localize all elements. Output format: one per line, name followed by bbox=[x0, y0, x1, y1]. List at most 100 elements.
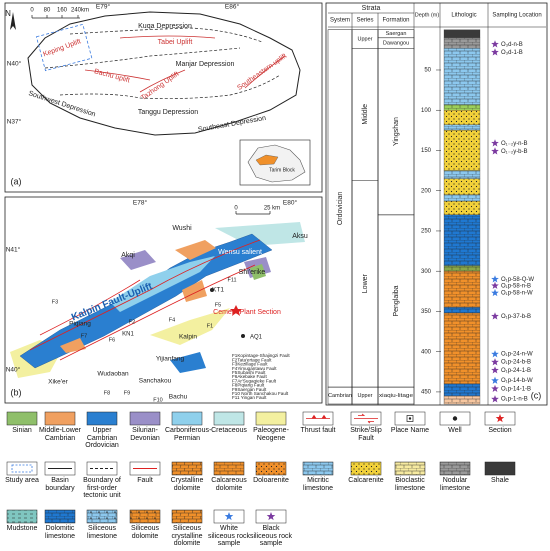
legend-pattern bbox=[395, 462, 425, 475]
strata-label: Middle bbox=[362, 104, 369, 125]
strata-label: Dawangou bbox=[383, 40, 409, 46]
depth-tick-label: 250 bbox=[421, 229, 432, 235]
legend-swatch bbox=[255, 411, 287, 426]
strata-label: Upper bbox=[358, 393, 373, 399]
legend-pattern bbox=[303, 462, 333, 475]
legend-label: Silurian-Devonian bbox=[130, 427, 160, 442]
legend-label: Calcarenite bbox=[348, 477, 384, 484]
sample-label: O₃d-n-B bbox=[501, 42, 523, 48]
panel-label: (c) bbox=[531, 390, 542, 400]
sample-star bbox=[491, 376, 499, 384]
sample-label: O₃d-1-B bbox=[501, 50, 523, 56]
scale-label: 80 bbox=[44, 8, 51, 14]
coord-label: E80° bbox=[283, 199, 298, 207]
strata-label: Upper bbox=[358, 36, 373, 42]
inset-outline bbox=[247, 144, 306, 183]
sample-star bbox=[491, 384, 499, 392]
legend-label: White siliceous rock sample bbox=[207, 525, 250, 547]
place-label: Xike'er bbox=[48, 379, 69, 386]
legend-label: Crystalline dolomite bbox=[170, 477, 204, 492]
litho-pattern bbox=[444, 313, 480, 384]
header: Series bbox=[356, 18, 373, 24]
unit-boundary bbox=[69, 27, 263, 43]
scale-label: 160 bbox=[57, 8, 68, 14]
fault-legend: F10 North Sanchakou Fault bbox=[232, 391, 289, 396]
legend-swatch bbox=[213, 411, 245, 426]
legend-label: Study area bbox=[5, 477, 39, 484]
coord-label: N41° bbox=[6, 246, 21, 254]
fault-label: F10 bbox=[153, 397, 162, 403]
legend-box bbox=[484, 411, 516, 426]
coord-label: E79° bbox=[96, 3, 111, 11]
inset-label: Tarim Block bbox=[269, 167, 295, 173]
legend-label: Place Name bbox=[390, 427, 430, 434]
sample-label: O₁p-58-n-W bbox=[501, 291, 533, 297]
geo-unit bbox=[170, 352, 206, 373]
geo-unit bbox=[250, 264, 266, 280]
coord-label: E86° bbox=[225, 3, 240, 11]
legend-label: Black siliceous rock sample bbox=[249, 525, 292, 547]
well bbox=[210, 288, 214, 292]
fault-legend: F5Subashi Fault bbox=[232, 370, 266, 375]
panel-a bbox=[4, 2, 323, 193]
sample-label: O₁p-58-n-B bbox=[501, 283, 531, 289]
place-label: Wudaoban bbox=[97, 371, 129, 378]
uplift-outline bbox=[84, 35, 286, 93]
legend-label: Sinian bbox=[12, 427, 32, 434]
strata-label: xiaqiu-litage bbox=[379, 393, 413, 399]
legend-thrust bbox=[306, 414, 330, 419]
legend-pattern bbox=[172, 462, 202, 475]
sample-label: O₁p-24-b-B bbox=[501, 360, 531, 366]
inset-tarim bbox=[255, 154, 279, 166]
legend-box bbox=[44, 461, 76, 476]
sample-star bbox=[491, 281, 499, 289]
litho-pattern bbox=[444, 130, 480, 171]
unit-label: Manjar Depression bbox=[176, 61, 235, 68]
legend-label: Mudstone bbox=[6, 525, 38, 532]
legend-label: Section bbox=[488, 427, 512, 434]
litho-layer bbox=[443, 29, 481, 38]
geo-unit bbox=[175, 240, 216, 260]
fault-label: F8 bbox=[104, 390, 110, 396]
litho-pattern bbox=[444, 395, 480, 404]
fault-label: F11 bbox=[227, 277, 236, 283]
legend-label: Fault bbox=[137, 477, 153, 484]
geo-unit bbox=[215, 222, 305, 246]
legend-box bbox=[6, 461, 38, 476]
fault-line bbox=[29, 239, 261, 361]
fault-label: F4 bbox=[169, 317, 175, 323]
legend-label: Strike/Slip Fault bbox=[350, 427, 382, 442]
litho-pattern bbox=[444, 124, 480, 131]
panel-frame bbox=[325, 2, 548, 406]
depth-tick-label: 100 bbox=[421, 108, 432, 114]
legend-pattern bbox=[256, 462, 286, 475]
sample-label: O₁p-24-n-W bbox=[501, 352, 533, 358]
scale-bar bbox=[235, 211, 271, 215]
legend-box bbox=[302, 411, 334, 426]
sample-star bbox=[491, 288, 499, 297]
strata-label: Yingshan bbox=[393, 117, 400, 146]
fault-legend: F8Piqiang Fault bbox=[232, 383, 265, 388]
sample-star bbox=[491, 350, 499, 358]
sample-label: O₁p-58-Q-W bbox=[501, 277, 534, 283]
legend-pattern bbox=[351, 462, 381, 475]
fault-label: F6 bbox=[109, 337, 115, 343]
strata-label: Saergan bbox=[386, 31, 407, 37]
header: Lithologic bbox=[451, 13, 476, 19]
litho-pattern bbox=[444, 104, 480, 111]
legend-label: Doloarenite bbox=[253, 477, 289, 484]
sample-label: O₁p-37-b-B bbox=[501, 314, 531, 320]
fault-legend: F4Yimugantawu Fault bbox=[232, 366, 277, 371]
header: Sampling Location bbox=[492, 13, 541, 19]
fault-legend: F11 Yingan Fault bbox=[232, 395, 267, 400]
legend-place-dot bbox=[408, 417, 412, 420]
legend-label: Well bbox=[448, 427, 462, 434]
depth-tick-label: 350 bbox=[421, 309, 432, 315]
legend-star bbox=[224, 512, 234, 521]
litho-pattern bbox=[444, 265, 480, 272]
legend-label: Calcareous dolomite bbox=[211, 477, 247, 492]
fault-legend: F1Kopintage-Shajingzi Fault bbox=[232, 353, 290, 358]
legend-box bbox=[129, 461, 161, 476]
place-label: AQ1 bbox=[250, 335, 263, 341]
legend-label: Middle-Lower Cambrian bbox=[38, 427, 82, 442]
